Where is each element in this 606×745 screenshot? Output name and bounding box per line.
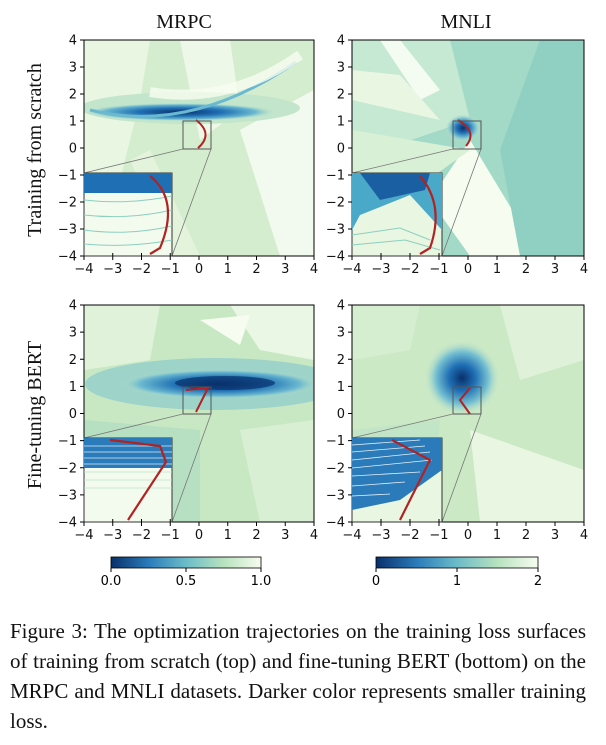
mnli-scratch-xtick-label: −1 xyxy=(429,262,448,277)
mnli-scratch-xtick-label: 4 xyxy=(580,262,588,277)
mnli-scratch-ytick-label: 2 xyxy=(337,88,345,103)
mnli-scratch-xtick-label: 1 xyxy=(493,262,501,277)
panel-mrpc-scratch xyxy=(83,39,315,257)
colorbar-mnli-tick-2: 2 xyxy=(534,574,542,589)
mrpc-scratch-ytick-label: −2 xyxy=(58,196,77,211)
mnli-finetune-ytick-label: 4 xyxy=(337,299,345,314)
mnli-finetune-xtick-label: −1 xyxy=(429,528,448,543)
figure-caption: Figure 3: The optimization trajectories … xyxy=(10,619,586,733)
mnli-scratch-ytick-label: −1 xyxy=(326,169,345,184)
mnli-finetune-ytick-label: 0 xyxy=(337,407,345,422)
mrpc-scratch-xtick-label: −4 xyxy=(74,262,93,277)
mnli-scratch-ytick-label: 0 xyxy=(337,142,345,157)
colorbar-mrpc-tick-0: 0.0 xyxy=(101,574,122,589)
mrpc-scratch-xtick-label: −1 xyxy=(161,262,180,277)
mnli-finetune-ytick-label: 1 xyxy=(337,380,345,395)
mrpc-finetune-ytick-label: −1 xyxy=(58,434,77,449)
mnli-finetune-ytick-label: 2 xyxy=(337,353,345,368)
mrpc-scratch-xtick-label: −3 xyxy=(103,262,122,277)
mrpc-finetune-ytick-label: 3 xyxy=(69,326,77,341)
colorbar-mnli: 0 1 2 xyxy=(372,556,542,589)
colorbar-mrpc-tick-2: 1.0 xyxy=(251,574,272,589)
mrpc-finetune-ytick-label: −2 xyxy=(58,461,77,476)
mnli-finetune-xtick-label: −3 xyxy=(371,528,390,543)
mnli-scratch-ytick-label: −3 xyxy=(326,223,345,238)
mnli-finetune-xtick-label: −2 xyxy=(400,528,419,543)
mnli-scratch-xtick-label: −4 xyxy=(342,262,361,277)
mnli-finetune-xtick-label: 4 xyxy=(580,528,588,543)
colorbar-mrpc-tick-1: 0.5 xyxy=(176,574,197,589)
mnli-scratch-xtick-label: 3 xyxy=(551,262,559,277)
mrpc-finetune-ytick-label: 0 xyxy=(69,407,77,422)
mrpc-scratch-ytick-label: 1 xyxy=(69,115,77,130)
mrpc-finetune-ytick-label: −4 xyxy=(58,516,77,531)
mnli-finetune-xtick-label: 0 xyxy=(464,528,472,543)
mrpc-scratch-ytick-label: −3 xyxy=(58,223,77,238)
mrpc-scratch-ytick-label: −4 xyxy=(58,250,77,265)
mrpc-finetune-ytick-label: 1 xyxy=(69,380,77,395)
mrpc-scratch-xtick-label: 0 xyxy=(195,262,203,277)
mrpc-finetune-xtick-label: 2 xyxy=(252,528,260,543)
mnli-scratch-ytick-label: 4 xyxy=(337,34,345,49)
colorbar-mnli-tick-1: 1 xyxy=(453,574,461,589)
column-title-mnli: MNLI xyxy=(440,11,491,33)
mnli-finetune-xtick-label: 2 xyxy=(522,528,530,543)
mnli-finetune-xtick-label: −4 xyxy=(342,528,361,543)
colorbar-mrpc: 0.0 0.5 1.0 xyxy=(101,556,272,589)
mrpc-scratch-ytick-label: 2 xyxy=(69,88,77,103)
mrpc-finetune-xtick-label: 4 xyxy=(310,528,318,543)
mnli-finetune-xtick-label: 3 xyxy=(551,528,559,543)
mnli-finetune-ytick-label: −4 xyxy=(326,516,345,531)
mnli-finetune-ytick-label: −3 xyxy=(326,488,345,503)
mrpc-scratch-ytick-label: 3 xyxy=(69,61,77,76)
mrpc-scratch-xtick-label: 3 xyxy=(281,262,289,277)
mrpc-finetune-xtick-label: −2 xyxy=(132,528,151,543)
figure-3: MRPC MNLI Training from scratch Fine-tun… xyxy=(24,11,588,589)
mrpc-scratch-xtick-label: 1 xyxy=(224,262,232,277)
mrpc-finetune-xtick-label: −3 xyxy=(103,528,122,543)
mnli-scratch-ytick-label: 1 xyxy=(337,115,345,130)
mrpc-finetune-xtick-label: 3 xyxy=(281,528,289,543)
row-title-finetune: Fine-tuning BERT xyxy=(24,341,46,489)
panel-mnli-finetune xyxy=(351,304,585,523)
mnli-scratch-ytick-label: −2 xyxy=(326,196,345,211)
mnli-scratch-xtick-label: 0 xyxy=(464,262,472,277)
mnli-finetune-ytick-label: −2 xyxy=(326,461,345,476)
mrpc-finetune-xtick-label: −1 xyxy=(161,528,180,543)
mnli-scratch-xtick-label: −3 xyxy=(371,262,390,277)
panel-mnli-scratch xyxy=(351,39,585,257)
mnli-finetune-ytick-label: 3 xyxy=(337,326,345,341)
mrpc-scratch-xtick-label: 4 xyxy=(310,262,318,277)
row-title-scratch: Training from scratch xyxy=(24,63,46,237)
mrpc-finetune-xtick-label: −4 xyxy=(74,528,93,543)
mnli-scratch-ytick-label: −4 xyxy=(326,250,345,265)
mrpc-scratch-ytick-label: 0 xyxy=(69,142,77,157)
mnli-scratch-xtick-label: 2 xyxy=(522,262,530,277)
mrpc-finetune-xtick-label: 1 xyxy=(224,528,232,543)
mrpc-finetune-ytick-label: 4 xyxy=(69,299,77,314)
colorbar-mnli-tick-0: 0 xyxy=(372,574,380,589)
mnli-scratch-ytick-label: 3 xyxy=(337,61,345,76)
mrpc-scratch-xtick-label: 2 xyxy=(252,262,260,277)
mnli-finetune-xtick-label: 1 xyxy=(493,528,501,543)
axis-ticks: −4−4−3−3−2−2−1−10011223344−4−4−3−3−2−2−1… xyxy=(58,34,588,544)
column-title-mrpc: MRPC xyxy=(156,11,212,33)
mrpc-finetune-xtick-label: 0 xyxy=(195,528,203,543)
mrpc-finetune-ytick-label: 2 xyxy=(69,353,77,368)
mrpc-scratch-ytick-label: −1 xyxy=(58,169,77,184)
mrpc-finetune-ytick-label: −3 xyxy=(58,488,77,503)
mrpc-scratch-xtick-label: −2 xyxy=(132,262,151,277)
mnli-finetune-ytick-label: −1 xyxy=(326,434,345,449)
mnli-scratch-xtick-label: −2 xyxy=(400,262,419,277)
mrpc-scratch-ytick-label: 4 xyxy=(69,34,77,49)
panel-mrpc-finetune xyxy=(83,304,315,523)
